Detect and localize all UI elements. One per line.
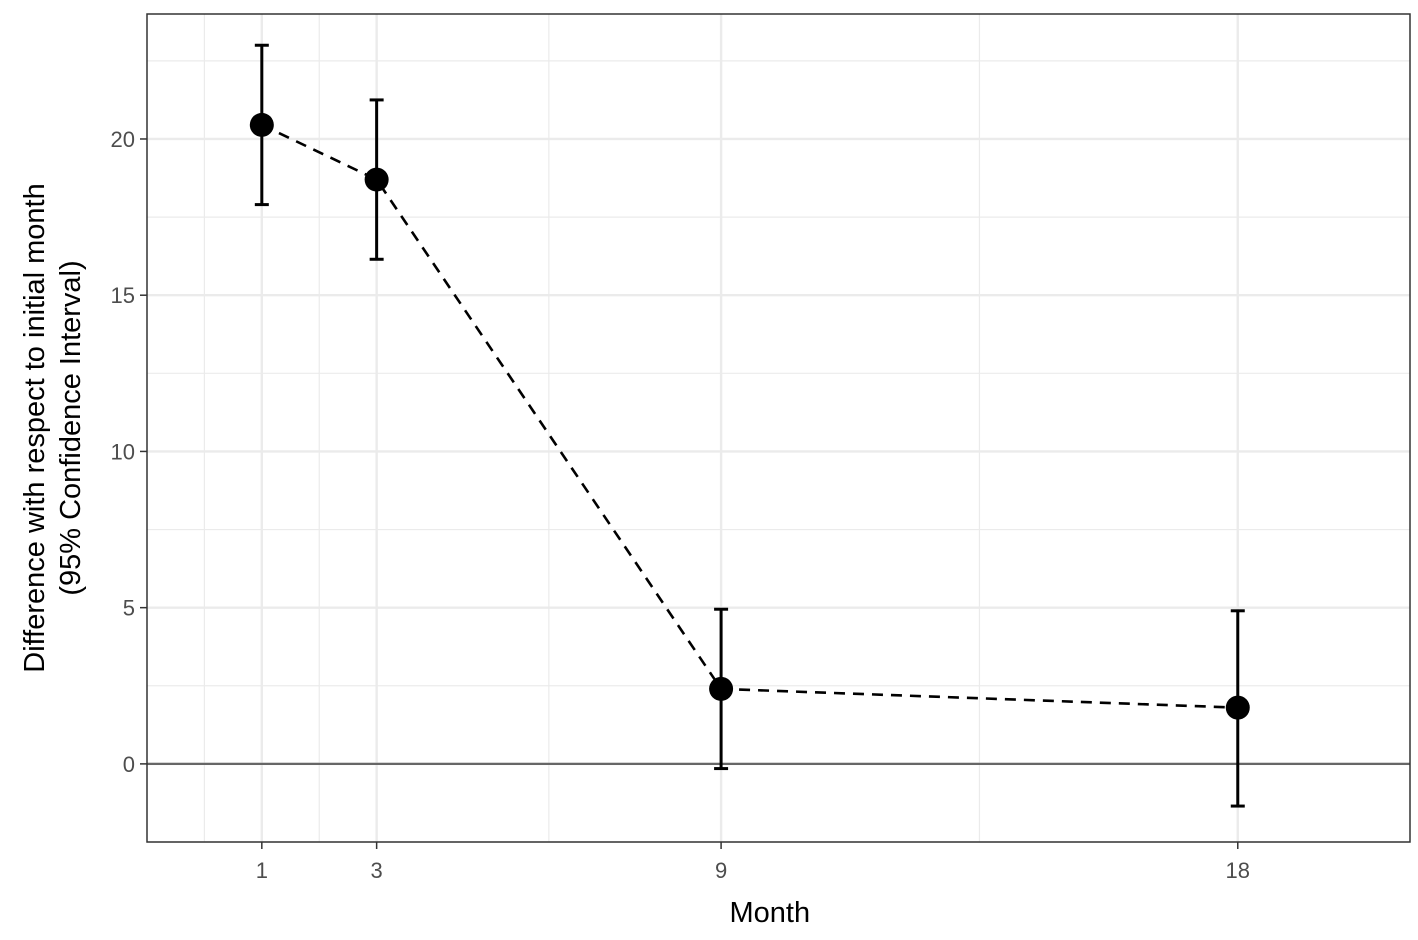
x-tick-label: 18 [1226, 858, 1250, 883]
y-tick-label: 20 [111, 127, 135, 152]
data-point-month-3 [364, 167, 389, 192]
data-point-month-18 [1225, 695, 1250, 720]
axis-layer: 0 5 10 15 20 1 3 9 18 [111, 127, 1250, 883]
x-tick-label: 3 [371, 858, 383, 883]
y-axis-title-line2: (95% Confidence Interval) [55, 260, 87, 595]
y-tick-label: 5 [123, 596, 135, 621]
data-layer [249, 43, 1250, 808]
dashed-connector-line [261, 123, 1238, 709]
panel-border [146, 13, 1411, 843]
y-tick-label: 10 [111, 439, 135, 464]
y-axis-title-line1: Difference with respect to initial month [19, 183, 51, 672]
y-tick-label: 15 [111, 283, 135, 308]
data-point-month-1 [249, 112, 274, 137]
x-axis-title: Month [729, 897, 810, 929]
x-tick-label: 9 [715, 858, 727, 883]
x-tick-label: 1 [256, 858, 268, 883]
y-tick-label: 0 [123, 752, 135, 777]
grid-layer [147, 14, 1410, 843]
data-point-month-9 [709, 676, 734, 701]
